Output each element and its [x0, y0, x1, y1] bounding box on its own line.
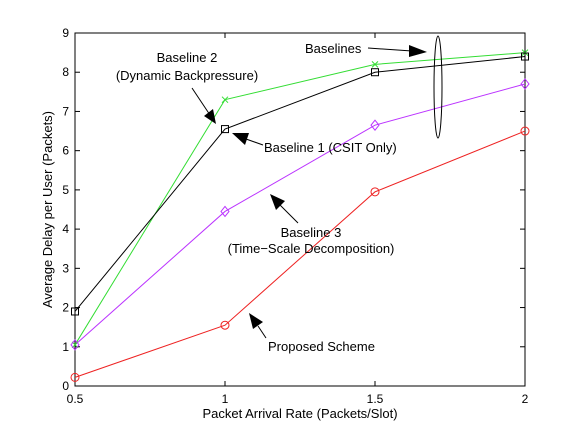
annotation-baselines-arrowhead: [409, 45, 427, 57]
annotation-baseline-1-arrow-shaft: [245, 138, 264, 146]
plot-area: [74, 32, 526, 387]
series-line: [74, 130, 526, 378]
annotation-baseline-3-line1: Baseline 3: [281, 225, 342, 240]
y-tick-label: 1: [62, 340, 69, 354]
annotation-proposed-scheme: Proposed Scheme: [268, 339, 375, 354]
series-line: [74, 83, 526, 346]
data-point-square: [521, 52, 529, 61]
axis-ticks: 0.5 1 1.5 2 0 1 2 3 4 5 6 7 8 9: [62, 26, 528, 406]
data-point-diamond: [70, 339, 80, 351]
baselines-group-ellipse: [433, 35, 443, 139]
annotation-baseline-2-arrowhead: [204, 109, 216, 124]
data-point-circle: [70, 372, 80, 382]
annotation-baseline-3-arrowhead: [270, 194, 285, 210]
data-point-square: [371, 68, 379, 77]
series-lines: [74, 52, 526, 378]
x-tick-label: 1.5: [367, 392, 384, 406]
y-tick-label: 4: [62, 222, 69, 236]
y-tick-label: 2: [62, 301, 69, 315]
y-tick-label: 6: [62, 144, 69, 158]
series-line: [74, 52, 526, 346]
series-markers: [70, 49, 530, 382]
annotation-baseline-2-line1: Baseline 2: [157, 50, 218, 65]
data-point-square: [71, 307, 79, 316]
annotation-proposed-arrow-shaft: [257, 325, 267, 339]
x-axis-label: Packet Arrival Rate (Packets/Slot): [202, 406, 397, 421]
annotation-baseline-3-line2: (Time−Scale Decomposition): [228, 241, 395, 256]
y-tick-label: 7: [62, 104, 69, 118]
data-point-circle: [370, 187, 380, 197]
y-tick-label: 9: [62, 26, 69, 40]
annotation-baseline-2-line2: (Dynamic Backpressure): [116, 68, 258, 83]
data-point-circle: [220, 320, 230, 330]
data-point-circle: [520, 126, 530, 136]
y-tick-label: 3: [62, 261, 69, 275]
annotation-baseline-1-arrowhead: [232, 133, 249, 145]
x-tick-label: 1: [222, 392, 229, 406]
data-point-diamond: [370, 119, 380, 131]
y-tick-label: 8: [62, 65, 69, 79]
x-tick-label: 0.5: [67, 392, 84, 406]
y-axis-label: Average Delay per User (Packets): [40, 111, 55, 308]
data-point-x: [371, 61, 379, 68]
annotation-baseline-1: Baseline 1 (CSIT Only): [264, 140, 397, 155]
data-point-x: [221, 96, 229, 104]
data-point-diamond: [520, 78, 530, 90]
x-tick-label: 2: [522, 392, 529, 406]
annotation-baselines-arrow-shaft: [367, 47, 413, 52]
data-point-square: [221, 125, 229, 134]
data-point-diamond: [220, 205, 230, 218]
y-tick-label: 0: [62, 379, 69, 393]
y-tick-label: 5: [62, 183, 69, 197]
annotation-baselines: Baselines: [305, 41, 362, 56]
annotation-baseline-3-arrow-shaft: [279, 204, 299, 224]
annotation-proposed-arrowhead: [249, 313, 263, 329]
series-line: [74, 56, 526, 312]
